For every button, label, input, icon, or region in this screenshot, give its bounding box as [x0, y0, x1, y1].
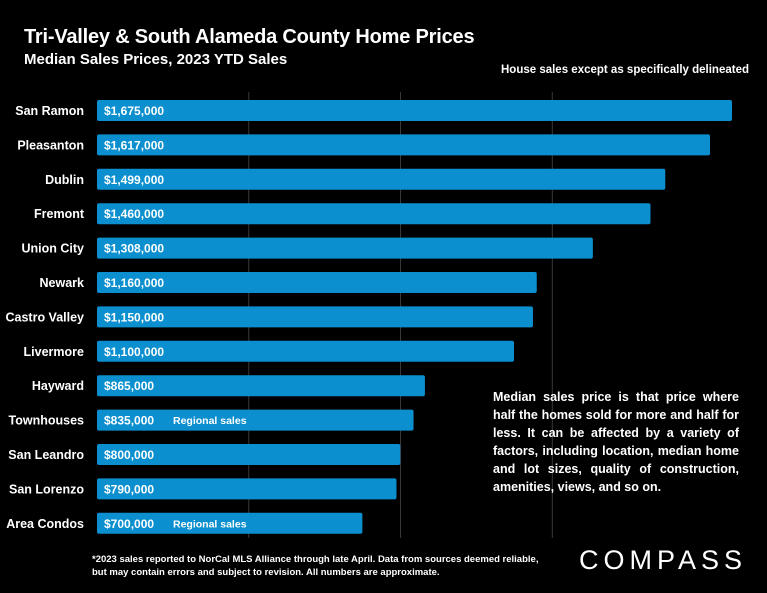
- top-note: House sales except as specifically delin…: [500, 64, 749, 76]
- bar: [97, 340, 515, 362]
- category-label: Dublin: [45, 173, 84, 187]
- value-label: $1,150,000: [104, 310, 164, 324]
- category-label: Area Condos: [6, 517, 84, 531]
- chart-title: Tri-Valley & South Alameda County Home P…: [24, 26, 475, 48]
- value-label: $800,000: [104, 448, 154, 462]
- bar-annotation: Regional sales: [173, 518, 247, 530]
- value-label: $790,000: [104, 482, 154, 496]
- category-label: Union City: [22, 242, 85, 256]
- bar: [97, 512, 363, 534]
- category-label: Pleasanton: [17, 138, 84, 152]
- value-label: $700,000: [104, 517, 154, 531]
- explanation-text: Median sales price is that price where h…: [493, 390, 739, 494]
- bar: [97, 444, 401, 465]
- bar: [97, 100, 732, 121]
- value-label: $1,160,000: [104, 276, 164, 290]
- value-label: $1,460,000: [104, 207, 164, 221]
- bar: [97, 237, 593, 259]
- category-label: San Lorenzo: [9, 482, 84, 496]
- chart-subtitle: Median Sales Prices, 2023 YTD Sales: [24, 51, 288, 68]
- value-label: $1,499,000: [104, 173, 164, 187]
- bar: [97, 272, 537, 293]
- bar: [97, 168, 666, 190]
- category-label: Castro Valley: [5, 310, 84, 324]
- category-label: Hayward: [32, 379, 84, 393]
- bar: [97, 306, 533, 328]
- bar-annotation: Regional sales: [173, 415, 247, 427]
- value-label: $835,000: [104, 414, 154, 428]
- category-label: Fremont: [34, 207, 85, 221]
- bar: [97, 203, 651, 225]
- value-label: $1,675,000: [104, 104, 164, 118]
- category-label: Townhouses: [9, 414, 85, 428]
- bar: [97, 134, 711, 156]
- bar: [97, 478, 397, 500]
- category-label: San Leandro: [8, 448, 84, 462]
- value-label: $1,308,000: [104, 242, 164, 256]
- compass-logo: COMPASS: [579, 545, 748, 575]
- category-label: San Ramon: [15, 104, 84, 118]
- category-label: Livermore: [24, 345, 84, 359]
- value-label: $1,617,000: [104, 138, 164, 152]
- value-label: $1,100,000: [104, 345, 164, 359]
- value-label: $865,000: [104, 379, 154, 393]
- footnote: *2023 sales reported to NorCal MLS Allia…: [92, 554, 539, 578]
- category-label: Newark: [40, 276, 85, 290]
- bar: [97, 375, 425, 397]
- bar: [97, 409, 414, 431]
